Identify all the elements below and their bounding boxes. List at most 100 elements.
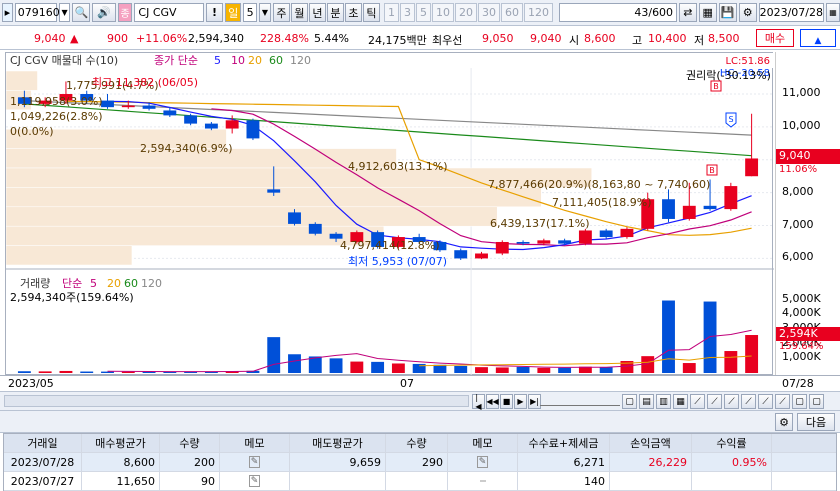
volume-bar [454, 365, 468, 373]
save-icon[interactable]: 💾 [718, 3, 737, 22]
price-tick: 11,000 [782, 86, 821, 100]
change-rate: +11.06% [136, 32, 188, 45]
chart-tool-icon-3[interactable]: ▦ [673, 394, 688, 409]
transfer-icon[interactable]: ⇄ [679, 3, 697, 22]
zoom-slider[interactable] [540, 396, 620, 406]
buy-marker-label: B [709, 166, 715, 175]
period-dropdown-icon[interactable]: ▼ [258, 3, 271, 22]
trade-table-toolbar: ⚙ 다음 [0, 411, 840, 433]
current-price: 9,040 [34, 32, 66, 45]
code-dropdown-icon[interactable]: ▼ [58, 3, 71, 22]
table-cell: 26,229 [610, 453, 692, 471]
memo-icon[interactable]: ✎ [248, 475, 261, 487]
chart-tool-icon-10[interactable]: ▢ [792, 394, 807, 409]
stock-name[interactable]: CJ CGV [134, 3, 205, 22]
scroll-prev-icon[interactable]: ◀◀ [486, 394, 499, 409]
volume-bar [101, 371, 114, 373]
calendar-icon[interactable]: ▦ [826, 3, 840, 22]
chart-tool-icon-6[interactable]: ⟋ [724, 394, 739, 409]
interval-120[interactable]: 120 [523, 3, 553, 22]
candle [59, 94, 73, 101]
candle [17, 97, 31, 104]
period-day-button[interactable]: 일 [224, 3, 242, 22]
volume-bar [391, 363, 405, 373]
interval-3[interactable]: 3 [399, 3, 415, 22]
period-tab-4[interactable]: 초 [344, 3, 362, 22]
table-row[interactable]: 2023/07/27 11,650 90 ✎ 140 [4, 472, 836, 491]
scroll-last-icon[interactable]: ▶| [528, 394, 541, 409]
chart-tool-icon-7[interactable]: ⟋ [741, 394, 756, 409]
period-num[interactable]: 5 [243, 3, 257, 22]
low: 8,500 [708, 32, 740, 45]
chart-tool-icon-9[interactable]: ⟋ [775, 394, 790, 409]
period-tab-3[interactable]: 분 [326, 3, 344, 22]
volume-bar [142, 371, 156, 373]
table-settings-icon[interactable]: ⚙ [775, 413, 793, 431]
volume-bar [246, 370, 260, 373]
volume-bar [17, 371, 31, 373]
candle [641, 199, 655, 229]
market-badge: 종 [117, 3, 133, 22]
chart-tool-icon-8[interactable]: ⟋ [758, 394, 773, 409]
interval-30[interactable]: 30 [477, 3, 500, 22]
date-label-mid: 07 [400, 377, 414, 390]
scrollbar[interactable] [4, 395, 469, 407]
interval-60[interactable]: 60 [500, 3, 523, 22]
date-label-start: 2023/05 [8, 377, 54, 390]
period-tab-1[interactable]: 월 [290, 3, 308, 22]
table-row[interactable]: 2023/07/28 8,600 200 ✎ 9,659 290 ✎ 6,271 26,229 0… [4, 453, 836, 472]
scroll-next-icon[interactable]: ▶ [514, 394, 527, 409]
candle [495, 241, 509, 254]
sell-marker [725, 112, 737, 128]
chart-tool-icon-4[interactable]: ⟋ [690, 394, 705, 409]
date-input[interactable]: 2023/07/28 [758, 3, 825, 22]
period-tab-2[interactable]: 년 [308, 3, 326, 22]
interval-20[interactable]: 20 [454, 3, 477, 22]
volume-tick: 5,000K [782, 291, 821, 305]
stop-icon[interactable]: ■ [500, 394, 513, 409]
chart-tool-icon-2[interactable]: ▥ [656, 394, 671, 409]
alert-button[interactable]: ! [206, 3, 223, 22]
buy-button[interactable]: 매수 [756, 29, 794, 47]
price-chart[interactable]: CJ CGV 매물대 수(10) 종가 단순 5 10 20 60 120 LC:51.86 H… [5, 52, 774, 376]
table-header-cell: 수량 [386, 434, 448, 452]
candle [662, 199, 675, 219]
candle [516, 241, 530, 244]
collapse-icon[interactable]: ▲ [800, 29, 836, 47]
table-cell [610, 472, 692, 490]
table-cell: 200 [160, 453, 220, 471]
date-axis: 2023/05 07 07/28 [0, 375, 840, 391]
chart-tool-icon-0[interactable]: ▢ [622, 394, 637, 409]
memo-icon[interactable]: ✎ [248, 456, 261, 468]
interval-1[interactable]: 1 [383, 3, 399, 22]
settings-icon[interactable]: ⚙ [738, 3, 757, 22]
candle [745, 158, 759, 177]
chart-tool-icon-1[interactable]: ▤ [639, 394, 654, 409]
interval-10[interactable]: 10 [431, 3, 454, 22]
table-cell: ✎ [220, 472, 290, 490]
candle [101, 100, 114, 108]
link-icon[interactable]: ▸ [2, 3, 13, 22]
volume-bar [371, 361, 385, 373]
chart-tool-icon-5[interactable]: ⟋ [707, 394, 722, 409]
period-tab-0[interactable]: 주 [272, 3, 290, 22]
period-tab-5[interactable]: 틱 [362, 3, 380, 22]
table-cell-value: 11,650 [116, 474, 156, 488]
chart-tool-icon-11[interactable]: ▢ [809, 394, 824, 409]
interval-5[interactable]: 5 [415, 3, 431, 22]
candle [371, 232, 385, 247]
memo-icon[interactable] [479, 480, 486, 482]
scroll-first-icon[interactable]: |◀ [472, 393, 485, 411]
volume-rate: 228.48% [260, 32, 309, 45]
volume-current: 2,594,340주(159.64%) [10, 291, 134, 304]
next-button[interactable]: 다음 [797, 413, 835, 431]
memo-icon[interactable]: ✎ [476, 456, 489, 468]
speaker-icon[interactable]: 🔊 [92, 3, 116, 22]
ma-label: 종가 단순 [154, 54, 198, 67]
table-cell-value: 9,659 [349, 455, 382, 469]
volume-bar [558, 367, 572, 373]
stock-code-input[interactable]: 079160 [14, 3, 60, 22]
chart-icon[interactable]: ▦ [698, 3, 717, 22]
search-icon[interactable]: 🔍 [72, 3, 91, 22]
